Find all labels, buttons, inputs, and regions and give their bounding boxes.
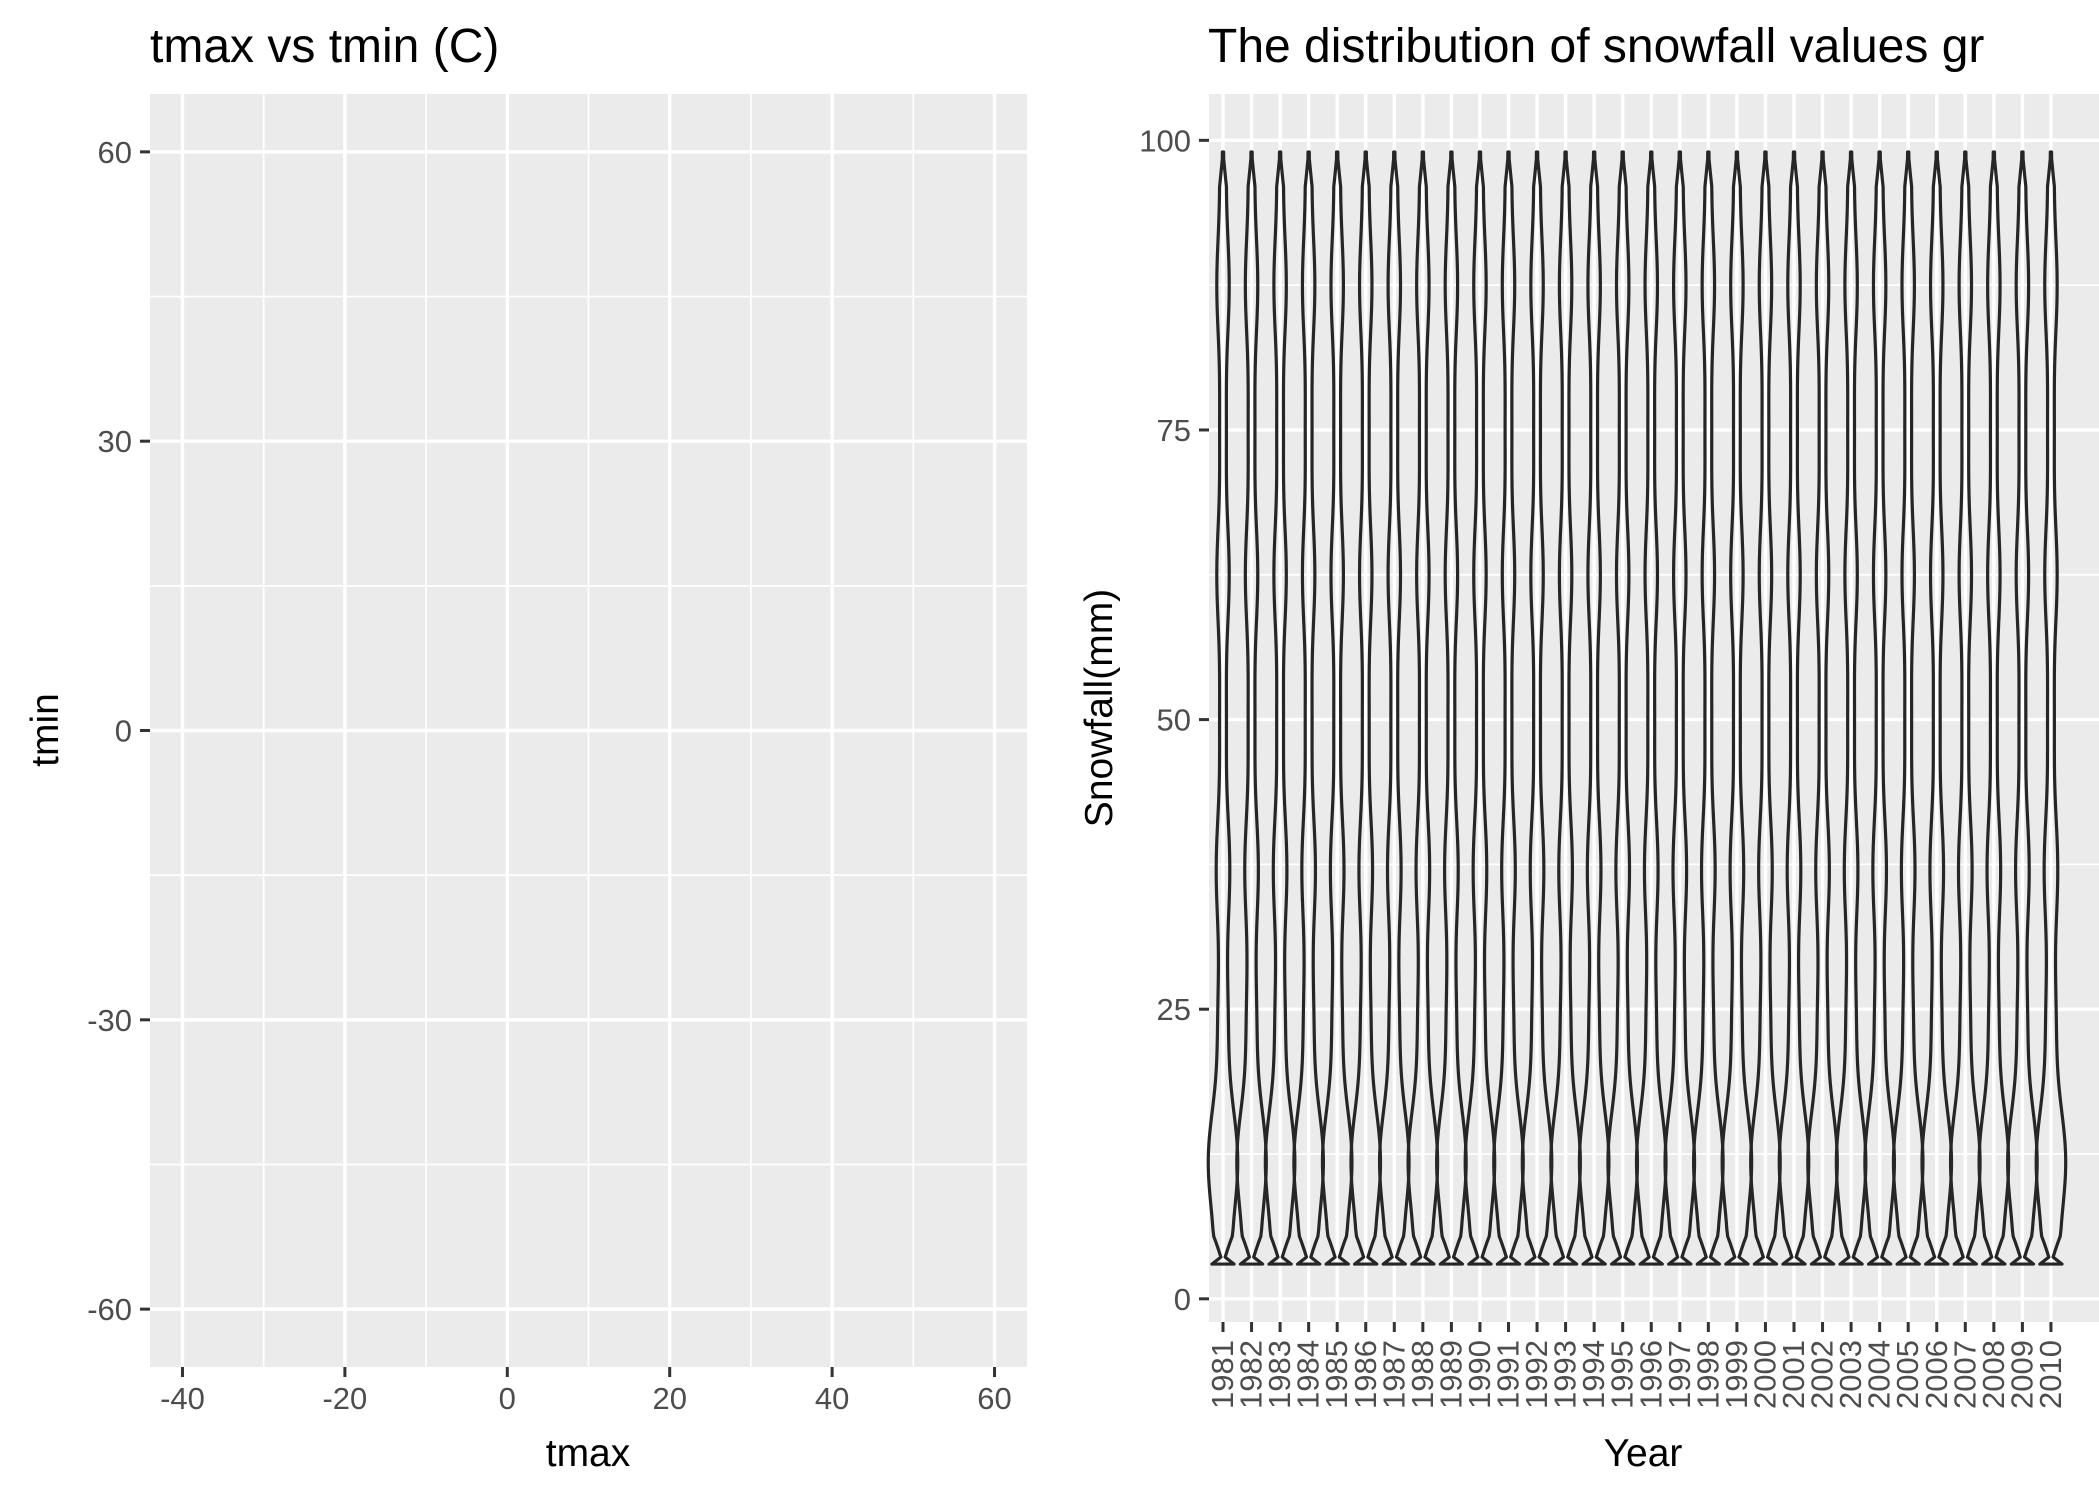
x-tick-label: 1987 (1376, 1340, 1411, 1409)
y-tick-label: 50 (1157, 703, 1191, 738)
violin-2006 (1920, 150, 1954, 1266)
x-tick-label: 2005 (1890, 1340, 1925, 1409)
x-tick-label: 1988 (1405, 1340, 1440, 1409)
x-tick-label: 2001 (1776, 1340, 1811, 1409)
x-tick-label: 1999 (1719, 1340, 1754, 1409)
y-tick-label: 0 (1174, 1282, 1191, 1317)
violin-2007 (1948, 150, 1982, 1266)
x-tick-label: 1992 (1519, 1340, 1554, 1409)
scatter-ticks: -40 -20 0 20 40 60 60 30 0 -30 -60 (87, 135, 1012, 1416)
x-tick-label: -40 (160, 1381, 205, 1416)
violin-2009 (2006, 150, 2039, 1266)
violin-1985 (1320, 150, 1354, 1266)
x-tick-label: 1982 (1234, 1340, 1269, 1409)
violin-1984 (1292, 150, 1325, 1266)
violin-2010 (2034, 150, 2068, 1266)
x-tick-label: 1993 (1548, 1340, 1583, 1409)
violin-1996 (1634, 150, 1668, 1266)
scatter-title: tmax vs tmin (C) (150, 20, 499, 73)
x-tick-label: 1981 (1205, 1340, 1240, 1409)
x-tick-label: 1984 (1291, 1340, 1326, 1409)
violin-1994 (1577, 150, 1611, 1266)
violin-2002 (1806, 150, 1839, 1266)
y-tick-label: -30 (87, 1003, 132, 1038)
violin-1989 (1435, 150, 1468, 1266)
x-tick-label: 2006 (1919, 1340, 1954, 1409)
violin-2008 (1977, 150, 2011, 1266)
violin-1998 (1692, 150, 1725, 1266)
x-tick-label: 1989 (1433, 1340, 1468, 1409)
x-tick-label: 2003 (1833, 1340, 1868, 1409)
scatter-x-axis-title: tmax (546, 1432, 631, 1475)
x-tick-label: 2010 (2033, 1340, 2068, 1409)
x-tick-label: 1983 (1262, 1340, 1297, 1409)
violins (1206, 150, 2068, 1266)
violin-1999 (1720, 150, 1754, 1266)
violin-panel: The distribution of snowfall values gr 0… (1078, 20, 2099, 1475)
violin-1983 (1263, 150, 1297, 1266)
violin-1992 (1520, 150, 1554, 1266)
x-tick-label: -20 (322, 1381, 367, 1416)
x-tick-label: 2000 (1747, 1340, 1782, 1409)
violin-2001 (1777, 150, 1811, 1266)
scatter-gridlines (150, 94, 1027, 1367)
x-tick-label: 0 (499, 1381, 516, 1416)
violin-1988 (1406, 150, 1440, 1266)
scatter-panel: tmax vs tmin (C) -40 -20 0 20 40 60 60 30 0 -30 -6… (24, 20, 1027, 1475)
y-tick-label: 60 (98, 135, 132, 170)
x-tick-label: 1991 (1491, 1340, 1526, 1409)
x-tick-label: 2008 (1976, 1340, 2011, 1409)
x-tick-label: 1996 (1633, 1340, 1668, 1409)
x-tick-label: 1998 (1690, 1340, 1725, 1409)
scatter-y-axis-title: tmin (24, 693, 67, 767)
y-tick-label: 30 (98, 424, 132, 459)
y-tick-label: 100 (1139, 123, 1191, 158)
y-tick-label: 25 (1157, 992, 1191, 1027)
y-tick-label: -60 (87, 1292, 132, 1327)
x-tick-label: 1986 (1348, 1340, 1383, 1409)
violin-x-axis-title: Year (1604, 1432, 1683, 1475)
violin-1981 (1206, 150, 1240, 1266)
violin-2004 (1863, 150, 1896, 1266)
x-tick-label: 2002 (1805, 1340, 1840, 1409)
violin-2003 (1834, 150, 1868, 1266)
x-tick-label: 1990 (1462, 1340, 1497, 1409)
x-tick-label: 1997 (1662, 1340, 1697, 1409)
x-tick-label: 60 (977, 1381, 1011, 1416)
violin-2005 (1891, 150, 1925, 1266)
violin-1982 (1235, 150, 1268, 1266)
violin-2000 (1749, 150, 1782, 1266)
x-tick-label: 1985 (1319, 1340, 1354, 1409)
violin-y-axis-title: Snowfall(mm) (1078, 589, 1121, 827)
violin-1991 (1492, 150, 1525, 1266)
violin-ticks: 0255075100198119821983198419851986198719… (1139, 123, 2068, 1409)
x-tick-label: 2007 (1947, 1340, 1982, 1409)
violin-1997 (1663, 150, 1697, 1266)
y-tick-label: 0 (115, 714, 132, 749)
violin-1987 (1377, 150, 1411, 1266)
y-tick-label: 75 (1157, 413, 1191, 448)
x-tick-label: 2004 (1862, 1340, 1897, 1409)
x-tick-label: 1995 (1605, 1340, 1640, 1409)
violin-1990 (1463, 150, 1497, 1266)
violin-1993 (1549, 150, 1582, 1266)
violin-1986 (1349, 150, 1383, 1266)
violin-1995 (1606, 150, 1640, 1266)
x-tick-label: 1994 (1576, 1340, 1611, 1409)
violin-title: The distribution of snowfall values gr (1208, 20, 1984, 73)
x-tick-label: 20 (652, 1381, 686, 1416)
x-tick-label: 2009 (2004, 1340, 2039, 1409)
violin-gridlines (1209, 94, 2099, 1322)
x-tick-label: 40 (815, 1381, 849, 1416)
